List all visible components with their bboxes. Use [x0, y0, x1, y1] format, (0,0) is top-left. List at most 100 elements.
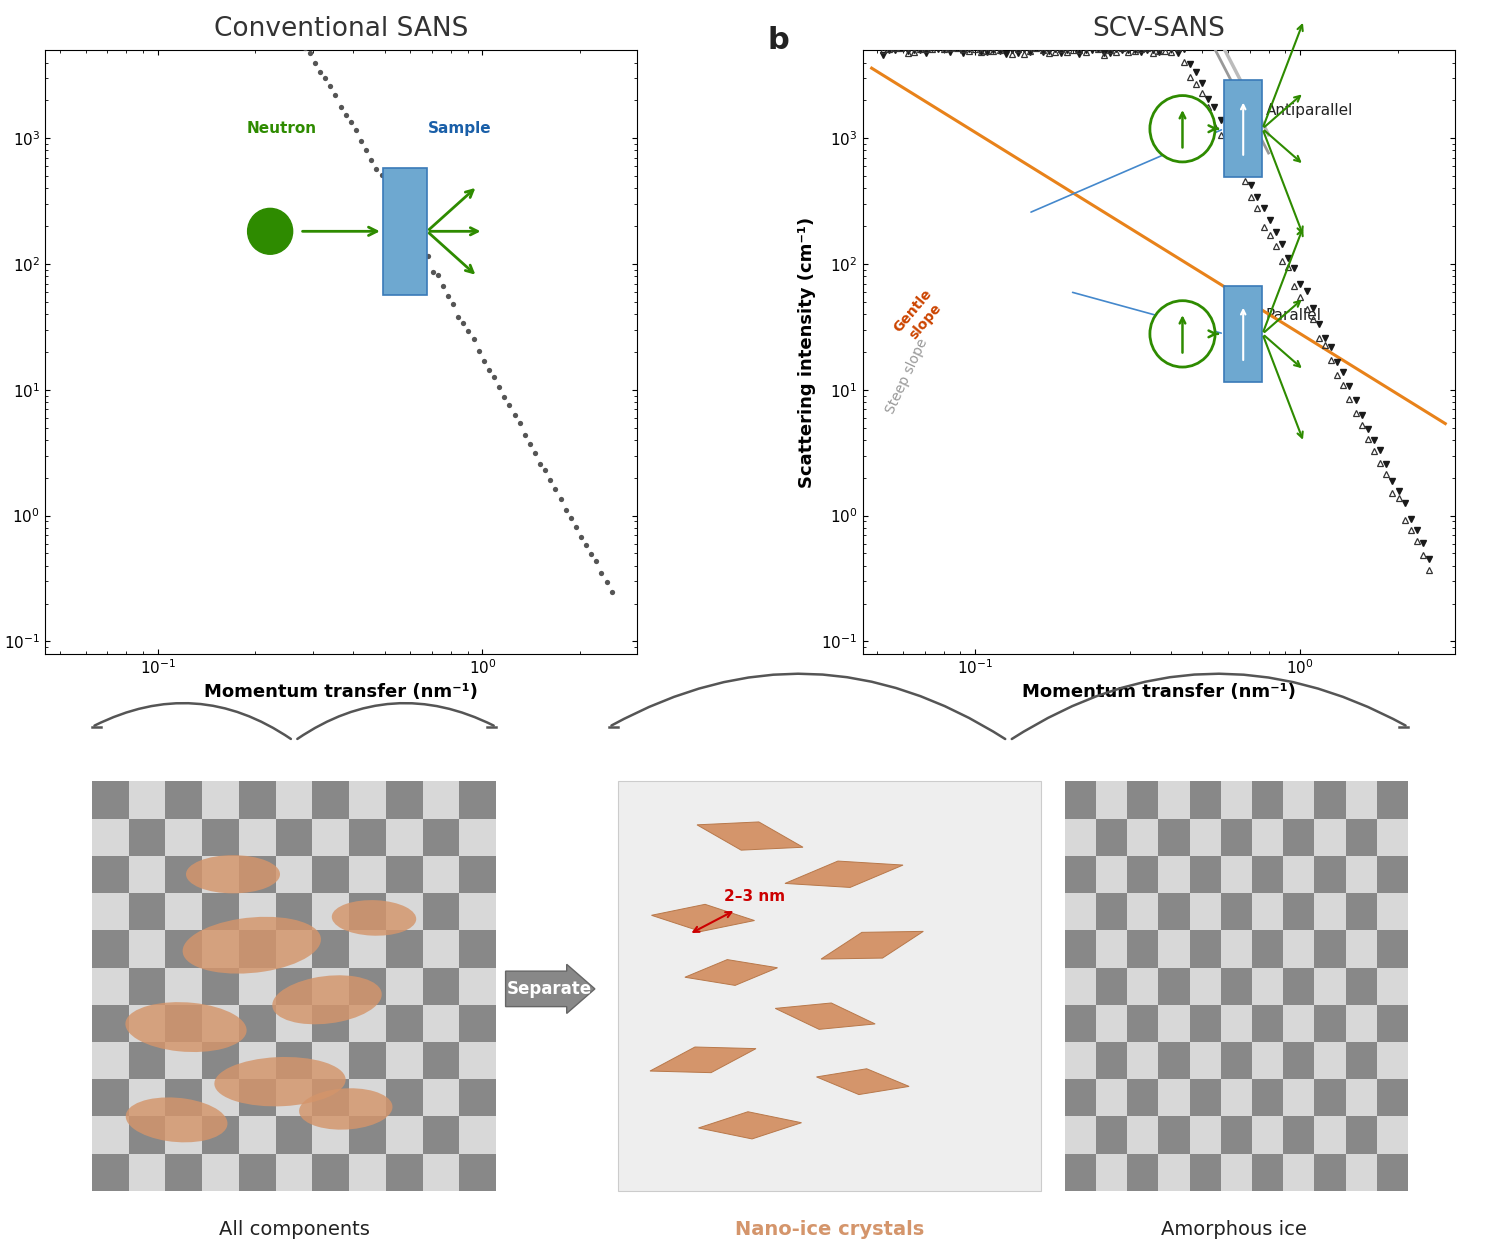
Bar	[312, 893, 350, 931]
Bar	[1314, 819, 1346, 855]
Bar	[92, 819, 129, 855]
Bar	[165, 819, 202, 855]
Bar	[1221, 1116, 1252, 1154]
Bar	[423, 1116, 459, 1154]
Polygon shape	[784, 860, 903, 887]
Bar	[459, 1154, 497, 1191]
Bar	[1128, 1005, 1158, 1042]
Bar	[1377, 1005, 1408, 1042]
Bar	[1346, 967, 1377, 1005]
Bar	[129, 1116, 165, 1154]
Bar	[1346, 1042, 1377, 1079]
Bar	[1158, 967, 1190, 1005]
Bar	[312, 781, 350, 819]
Bar	[1065, 893, 1096, 931]
Text: All components: All components	[219, 1219, 369, 1239]
Bar	[92, 1042, 129, 1079]
Bar	[386, 931, 423, 967]
Bar	[1377, 781, 1408, 819]
Bar	[459, 855, 497, 893]
Bar	[165, 931, 202, 967]
Bar	[1346, 893, 1377, 931]
Circle shape	[248, 209, 292, 254]
Bar	[1282, 1042, 1314, 1079]
Bar	[1377, 819, 1408, 855]
Bar	[202, 855, 238, 893]
Circle shape	[1150, 301, 1215, 367]
Bar	[350, 855, 386, 893]
Bar	[423, 1005, 459, 1042]
Bar	[92, 855, 129, 893]
Bar	[1158, 931, 1190, 967]
Bar	[1314, 855, 1346, 893]
Bar	[1346, 781, 1377, 819]
Bar	[1252, 1005, 1282, 1042]
Bar	[423, 855, 459, 893]
Bar	[1377, 1042, 1408, 1079]
Bar	[1065, 819, 1096, 855]
Polygon shape	[698, 821, 802, 850]
Bar	[1221, 1042, 1252, 1079]
Ellipse shape	[183, 917, 321, 974]
Bar	[459, 1116, 497, 1154]
Polygon shape	[816, 1069, 909, 1094]
Bar	[459, 893, 497, 931]
Bar	[1096, 1116, 1128, 1154]
Bar	[423, 1042, 459, 1079]
Bar	[1190, 931, 1221, 967]
Bar	[350, 781, 386, 819]
Bar	[1096, 781, 1128, 819]
X-axis label: Momentum transfer (nm⁻¹): Momentum transfer (nm⁻¹)	[1022, 683, 1296, 701]
Text: Antiparallel: Antiparallel	[1266, 103, 1353, 118]
Bar	[1346, 855, 1377, 893]
Polygon shape	[686, 960, 777, 985]
Bar	[350, 967, 386, 1005]
Bar	[1158, 1005, 1190, 1042]
Bar	[1128, 1154, 1158, 1191]
Bar	[1096, 855, 1128, 893]
Bar	[165, 1079, 202, 1116]
Bar	[386, 1005, 423, 1042]
Bar	[350, 1116, 386, 1154]
Bar	[92, 931, 129, 967]
Bar	[238, 967, 276, 1005]
Bar	[1221, 1079, 1252, 1116]
FancyBboxPatch shape	[1224, 81, 1263, 177]
FancyArrow shape	[506, 965, 596, 1014]
Bar	[1128, 1042, 1158, 1079]
Bar	[1158, 781, 1190, 819]
Bar	[1190, 1079, 1221, 1116]
Bar	[129, 931, 165, 967]
Bar	[202, 893, 238, 931]
Bar	[276, 1042, 312, 1079]
Bar	[1346, 931, 1377, 967]
Bar	[1158, 855, 1190, 893]
Bar	[1128, 931, 1158, 967]
Bar	[1221, 819, 1252, 855]
Bar	[276, 1154, 312, 1191]
Bar	[350, 1154, 386, 1191]
Bar	[92, 781, 129, 819]
Bar	[202, 1154, 238, 1191]
X-axis label: Momentum transfer (nm⁻¹): Momentum transfer (nm⁻¹)	[204, 683, 478, 701]
Bar	[1282, 855, 1314, 893]
Bar	[1377, 967, 1408, 1005]
Bar	[1128, 967, 1158, 1005]
Bar	[350, 1042, 386, 1079]
Title: Conventional SANS: Conventional SANS	[214, 16, 468, 43]
Bar	[1190, 1116, 1221, 1154]
Bar	[202, 967, 238, 1005]
Bar	[1282, 819, 1314, 855]
Bar	[1252, 1154, 1282, 1191]
Bar	[238, 1154, 276, 1191]
Bar	[1096, 893, 1128, 931]
Bar	[1065, 1116, 1096, 1154]
Bar	[386, 893, 423, 931]
Bar	[312, 819, 350, 855]
Bar	[1158, 893, 1190, 931]
Bar	[1190, 855, 1221, 893]
Bar	[129, 781, 165, 819]
Bar	[1252, 781, 1282, 819]
Bar	[202, 1005, 238, 1042]
Bar	[1158, 1116, 1190, 1154]
